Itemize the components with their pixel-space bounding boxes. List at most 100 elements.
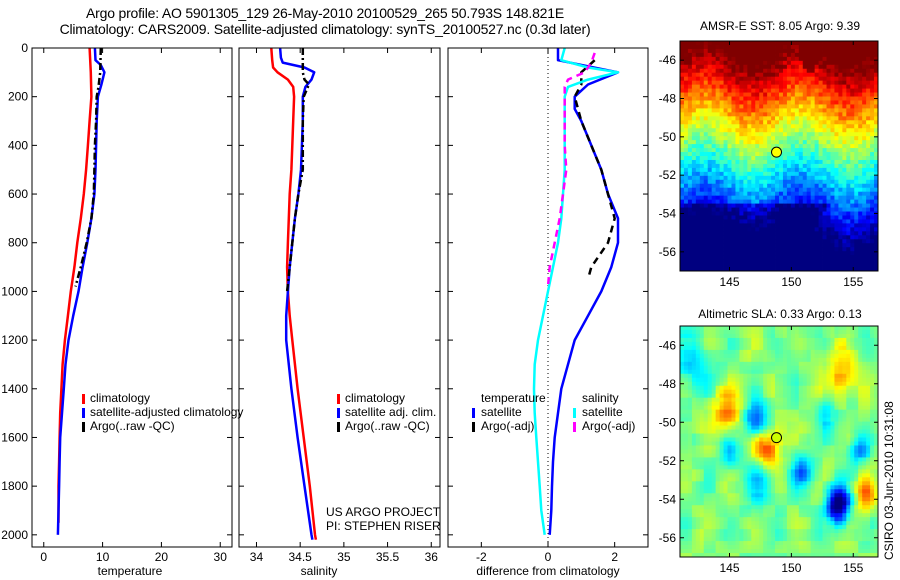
heatmap-cell — [739, 267, 744, 272]
heatmap-cell — [715, 199, 720, 204]
legend-swatch-sal-satellite — [573, 408, 576, 418]
heatmap-cell — [826, 377, 831, 383]
heatmap-cell — [794, 140, 800, 145]
heatmap-cell — [695, 48, 701, 54]
legend-label-argo: Argo(..raw -QC) — [90, 419, 175, 433]
heatmap-cell — [850, 211, 855, 216]
heatmap-cell — [806, 159, 812, 165]
heatmap-cell — [806, 207, 812, 212]
heatmap-cell — [798, 56, 804, 62]
heatmap-cell — [818, 381, 823, 387]
heatmap-cell — [755, 144, 760, 149]
heatmap-cell — [822, 441, 827, 446]
heatmap-cell — [767, 203, 772, 208]
heatmap-cell — [751, 235, 756, 240]
heatmap-cell — [818, 251, 823, 256]
heatmap-cell — [846, 41, 851, 46]
heatmap-cell — [763, 167, 768, 173]
heatmap-cell — [759, 144, 764, 149]
heatmap-cell — [798, 136, 804, 141]
heatmap-cell — [810, 41, 816, 46]
heatmap-cell — [723, 449, 728, 454]
heatmap-cell — [763, 353, 768, 359]
heatmap-cell — [763, 425, 768, 430]
heatmap-cell — [739, 445, 744, 450]
heatmap-cell — [759, 159, 764, 165]
heatmap-cell — [806, 357, 812, 363]
heatmap-cell — [759, 100, 764, 105]
heatmap-cell — [779, 369, 784, 375]
heatmap-cell — [763, 76, 768, 82]
heatmap-cell — [802, 207, 808, 212]
heatmap-cell — [723, 385, 728, 391]
heatmap-cell — [862, 219, 867, 224]
heatmap-cell — [842, 449, 847, 454]
heatmap-cell — [735, 60, 740, 66]
heatmap-cell — [830, 148, 835, 153]
heatmap-cell — [846, 345, 851, 351]
heatmap-cell — [830, 140, 835, 145]
heatmap-cell — [782, 148, 788, 153]
heatmap-cell — [806, 56, 812, 62]
heatmap-cell — [743, 120, 748, 125]
heatmap-cell — [858, 425, 863, 430]
heatmap-cell — [747, 195, 752, 201]
heatmap-cell — [683, 44, 689, 50]
heatmap-cell — [739, 199, 744, 204]
heatmap-cell — [794, 68, 800, 74]
heatmap-cell — [743, 345, 748, 351]
heatmap-cell — [743, 457, 748, 462]
heatmap-cell — [798, 163, 804, 169]
heatmap-cell — [790, 199, 796, 204]
heatmap-cell — [767, 239, 772, 244]
heatmap-cell — [715, 60, 720, 66]
heatmap-cell — [747, 175, 752, 181]
heatmap-cell — [699, 369, 705, 375]
heatmap-cell — [747, 41, 752, 46]
heatmap-cell — [838, 84, 843, 89]
heatmap-cell — [695, 56, 701, 62]
heatmap-cell — [850, 357, 855, 363]
heatmap-cell — [810, 445, 816, 450]
heatmap-cell — [747, 183, 752, 189]
heatmap-cell — [846, 461, 851, 466]
heatmap-cell — [858, 337, 863, 343]
heatmap-cell — [727, 60, 732, 66]
heatmap-cell — [743, 341, 748, 347]
heatmap-cell — [719, 56, 724, 62]
heatmap-cell — [858, 437, 863, 442]
heatmap-cell — [854, 211, 859, 216]
heatmap-cell — [723, 421, 728, 426]
heatmap-cell — [739, 437, 744, 442]
heatmap-cell — [747, 159, 752, 165]
heatmap-cell — [755, 473, 760, 478]
heatmap-cell — [790, 124, 796, 129]
heatmap-cell — [814, 96, 819, 101]
heatmap-cell — [810, 183, 816, 189]
heatmap-cell — [822, 215, 827, 220]
heatmap-cell — [723, 393, 728, 399]
heatmap-cell — [786, 235, 792, 240]
heatmap-cell — [810, 373, 816, 379]
heatmap-cell — [695, 445, 701, 450]
heatmap-cell — [699, 405, 705, 411]
heatmap-cell — [786, 156, 792, 161]
heatmap-cell — [759, 76, 764, 82]
heatmap-cell — [771, 255, 776, 260]
heatmap-cell — [691, 457, 697, 462]
heatmap-cell — [735, 441, 740, 446]
heatmap-cell — [707, 88, 713, 93]
heatmap-cell — [699, 56, 705, 62]
heatmap-cell — [798, 377, 804, 383]
heatmap-cell — [814, 333, 819, 339]
heatmap-cell — [870, 329, 875, 335]
heatmap-cell — [751, 469, 756, 474]
heatmap-cell — [866, 175, 871, 181]
heatmap-cell — [802, 191, 808, 197]
heatmap-cell — [775, 263, 780, 268]
heatmap-cell — [818, 48, 823, 54]
heatmap-cell — [727, 152, 732, 157]
heatmap-cell — [850, 48, 855, 54]
heatmap-cell — [822, 365, 827, 371]
heatmap-cell — [731, 124, 736, 129]
